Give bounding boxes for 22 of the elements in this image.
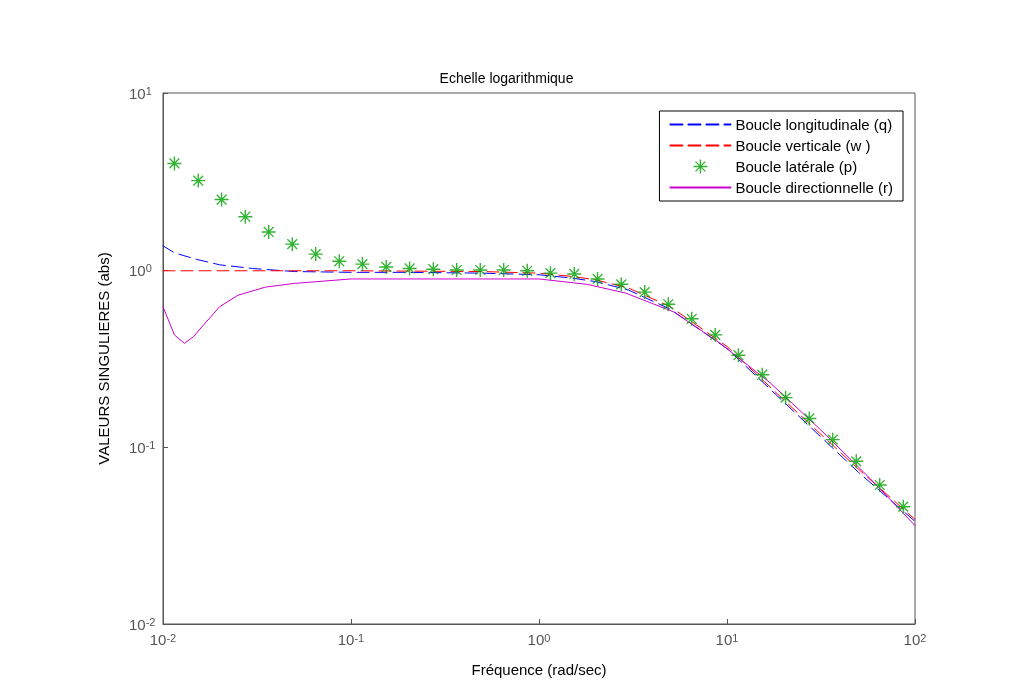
point bbox=[261, 224, 276, 239]
point bbox=[708, 327, 723, 342]
point bbox=[872, 478, 887, 492]
point bbox=[543, 266, 558, 281]
x-axis-title: Fréquence (rad/sec) bbox=[471, 661, 607, 678]
legend-label: Boucle directionnelle (r) bbox=[735, 179, 893, 196]
point bbox=[496, 263, 511, 277]
point bbox=[355, 257, 370, 272]
point bbox=[308, 247, 323, 262]
y-axis-title: VALEURS SINGULIERES (abs) bbox=[95, 252, 112, 465]
point bbox=[637, 285, 652, 300]
point bbox=[473, 263, 488, 277]
chart-title: Echelle logarithmique bbox=[439, 70, 574, 86]
point bbox=[449, 263, 464, 277]
point bbox=[567, 266, 582, 281]
legend-label: Boucle latérale (p) bbox=[735, 158, 858, 175]
point bbox=[684, 311, 699, 326]
legend-label: Boucle verticale (w ) bbox=[735, 137, 871, 154]
point bbox=[285, 237, 300, 252]
legend-label: Boucle longitudinale (q) bbox=[735, 116, 893, 133]
point bbox=[590, 271, 605, 286]
point bbox=[379, 259, 394, 274]
